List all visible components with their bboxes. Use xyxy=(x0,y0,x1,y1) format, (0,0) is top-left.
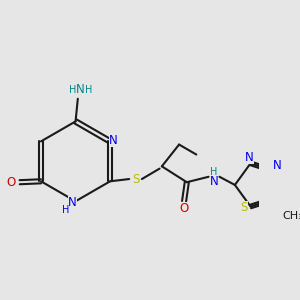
Text: N: N xyxy=(272,159,281,172)
Text: H: H xyxy=(62,205,69,215)
Text: O: O xyxy=(7,176,16,189)
Text: S: S xyxy=(132,172,139,185)
Text: H: H xyxy=(69,85,76,95)
Text: H: H xyxy=(85,85,92,95)
Text: N: N xyxy=(245,151,254,164)
Text: N: N xyxy=(76,83,85,96)
Text: CH₃: CH₃ xyxy=(282,212,300,221)
Text: H: H xyxy=(210,167,218,177)
Text: N: N xyxy=(210,175,218,188)
Text: S: S xyxy=(241,201,248,214)
Text: N: N xyxy=(68,196,77,209)
Text: O: O xyxy=(179,202,189,215)
Text: N: N xyxy=(109,134,118,147)
